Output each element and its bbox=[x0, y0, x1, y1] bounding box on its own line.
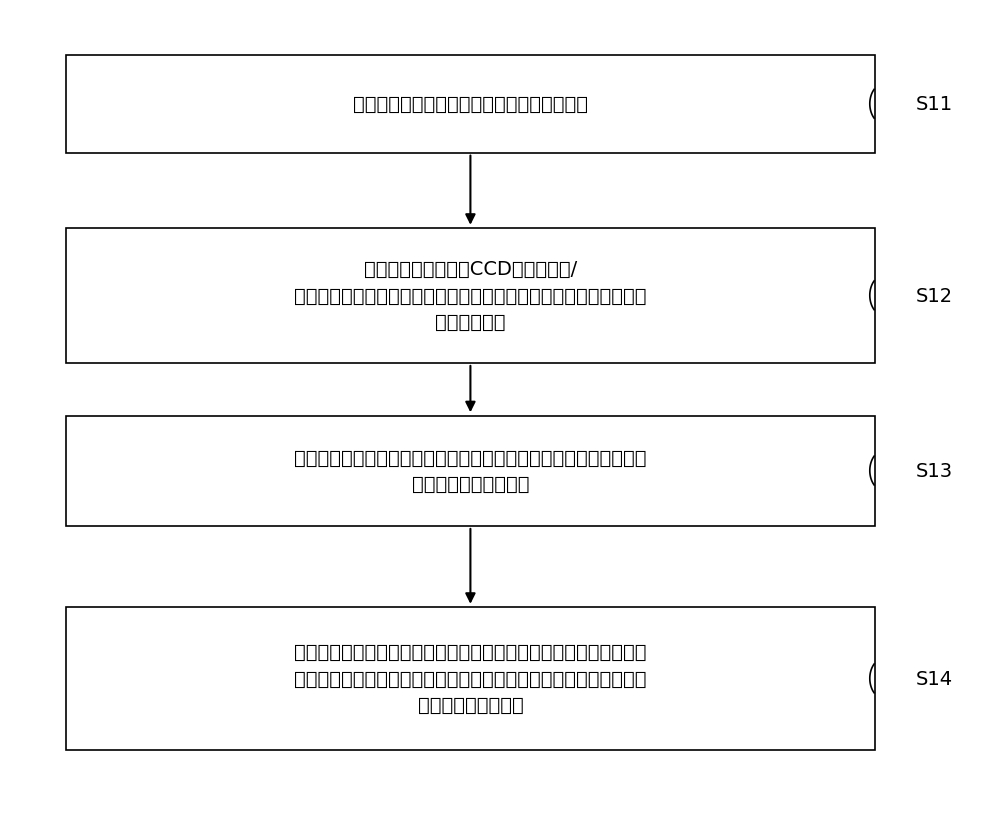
Text: 基于所述实位移结果，通过给定边界条件，并利用有限差分或有限元
方法进行求解，获得测量区域的投影积分效果的定量折射率场分布作
为冲击波波后折射率: 基于所述实位移结果，通过给定边界条件，并利用有限差分或有限元 方法进行求解，获得… bbox=[294, 643, 647, 715]
Text: 搭建用于测量爆炸冲击波的背景纹影测量设施: 搭建用于测量爆炸冲击波的背景纹影测量设施 bbox=[353, 95, 588, 114]
Text: S14: S14 bbox=[915, 669, 952, 688]
Text: S12: S12 bbox=[915, 286, 952, 306]
Text: 通过采用高分辨率的CCD相机记录有/
无流场干扰情况下的一对背景随机点阵图像，得到背景随机点阵图像
上点的虚位移: 通过采用高分辨率的CCD相机记录有/ 无流场干扰情况下的一对背景随机点阵图像，得… bbox=[294, 260, 647, 332]
FancyBboxPatch shape bbox=[66, 608, 875, 750]
FancyBboxPatch shape bbox=[66, 416, 875, 526]
Text: S13: S13 bbox=[915, 461, 952, 480]
FancyBboxPatch shape bbox=[66, 55, 875, 153]
Text: S11: S11 bbox=[915, 95, 952, 114]
Text: 运用图像互相关算法对这一对图像进行互相关计算，获得该随机点对
应成像平面上的实位移: 运用图像互相关算法对这一对图像进行互相关计算，获得该随机点对 应成像平面上的实位… bbox=[294, 448, 647, 493]
FancyBboxPatch shape bbox=[66, 229, 875, 363]
